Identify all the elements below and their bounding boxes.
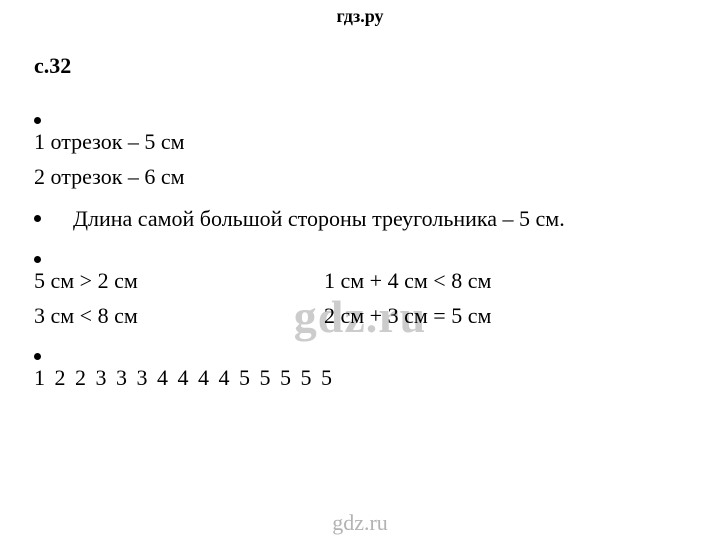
text-line: 2 отрезок – 6 см (34, 159, 694, 194)
header-watermark: гдз.ру (0, 6, 720, 27)
bullet-icon (34, 117, 41, 124)
bullet-icon (34, 256, 41, 263)
bullet-block-1 (34, 103, 694, 124)
bullet-icon (34, 215, 41, 222)
comparison-row: 3 см < 8 см 2 см + 3 см = 5 см (34, 298, 694, 333)
bullet-content: Длина самой большой стороны треугольника… (73, 201, 565, 236)
text-line: 1 отрезок – 5 см (34, 124, 694, 159)
bullet-block-3 (34, 242, 694, 263)
number-sequence: 1 2 2 3 3 3 4 4 4 4 5 5 5 5 5 (34, 360, 694, 395)
left-expression: 5 см > 2 см (34, 263, 324, 298)
document-content: с.32 1 отрезок – 5 см 2 отрезок – 6 см Д… (34, 48, 694, 395)
bullet-icon (34, 353, 41, 360)
right-expression: 1 см + 4 см < 8 см (324, 263, 694, 298)
right-expression: 2 см + 3 см = 5 см (324, 298, 694, 333)
footer-watermark: gdz.ru (0, 510, 720, 536)
bullet-block-2: Длина самой большой стороны треугольника… (34, 201, 694, 236)
comparison-row: 5 см > 2 см 1 см + 4 см < 8 см (34, 263, 694, 298)
left-expression: 3 см < 8 см (34, 298, 324, 333)
page-reference: с.32 (34, 48, 694, 83)
bullet-block-4 (34, 339, 694, 360)
